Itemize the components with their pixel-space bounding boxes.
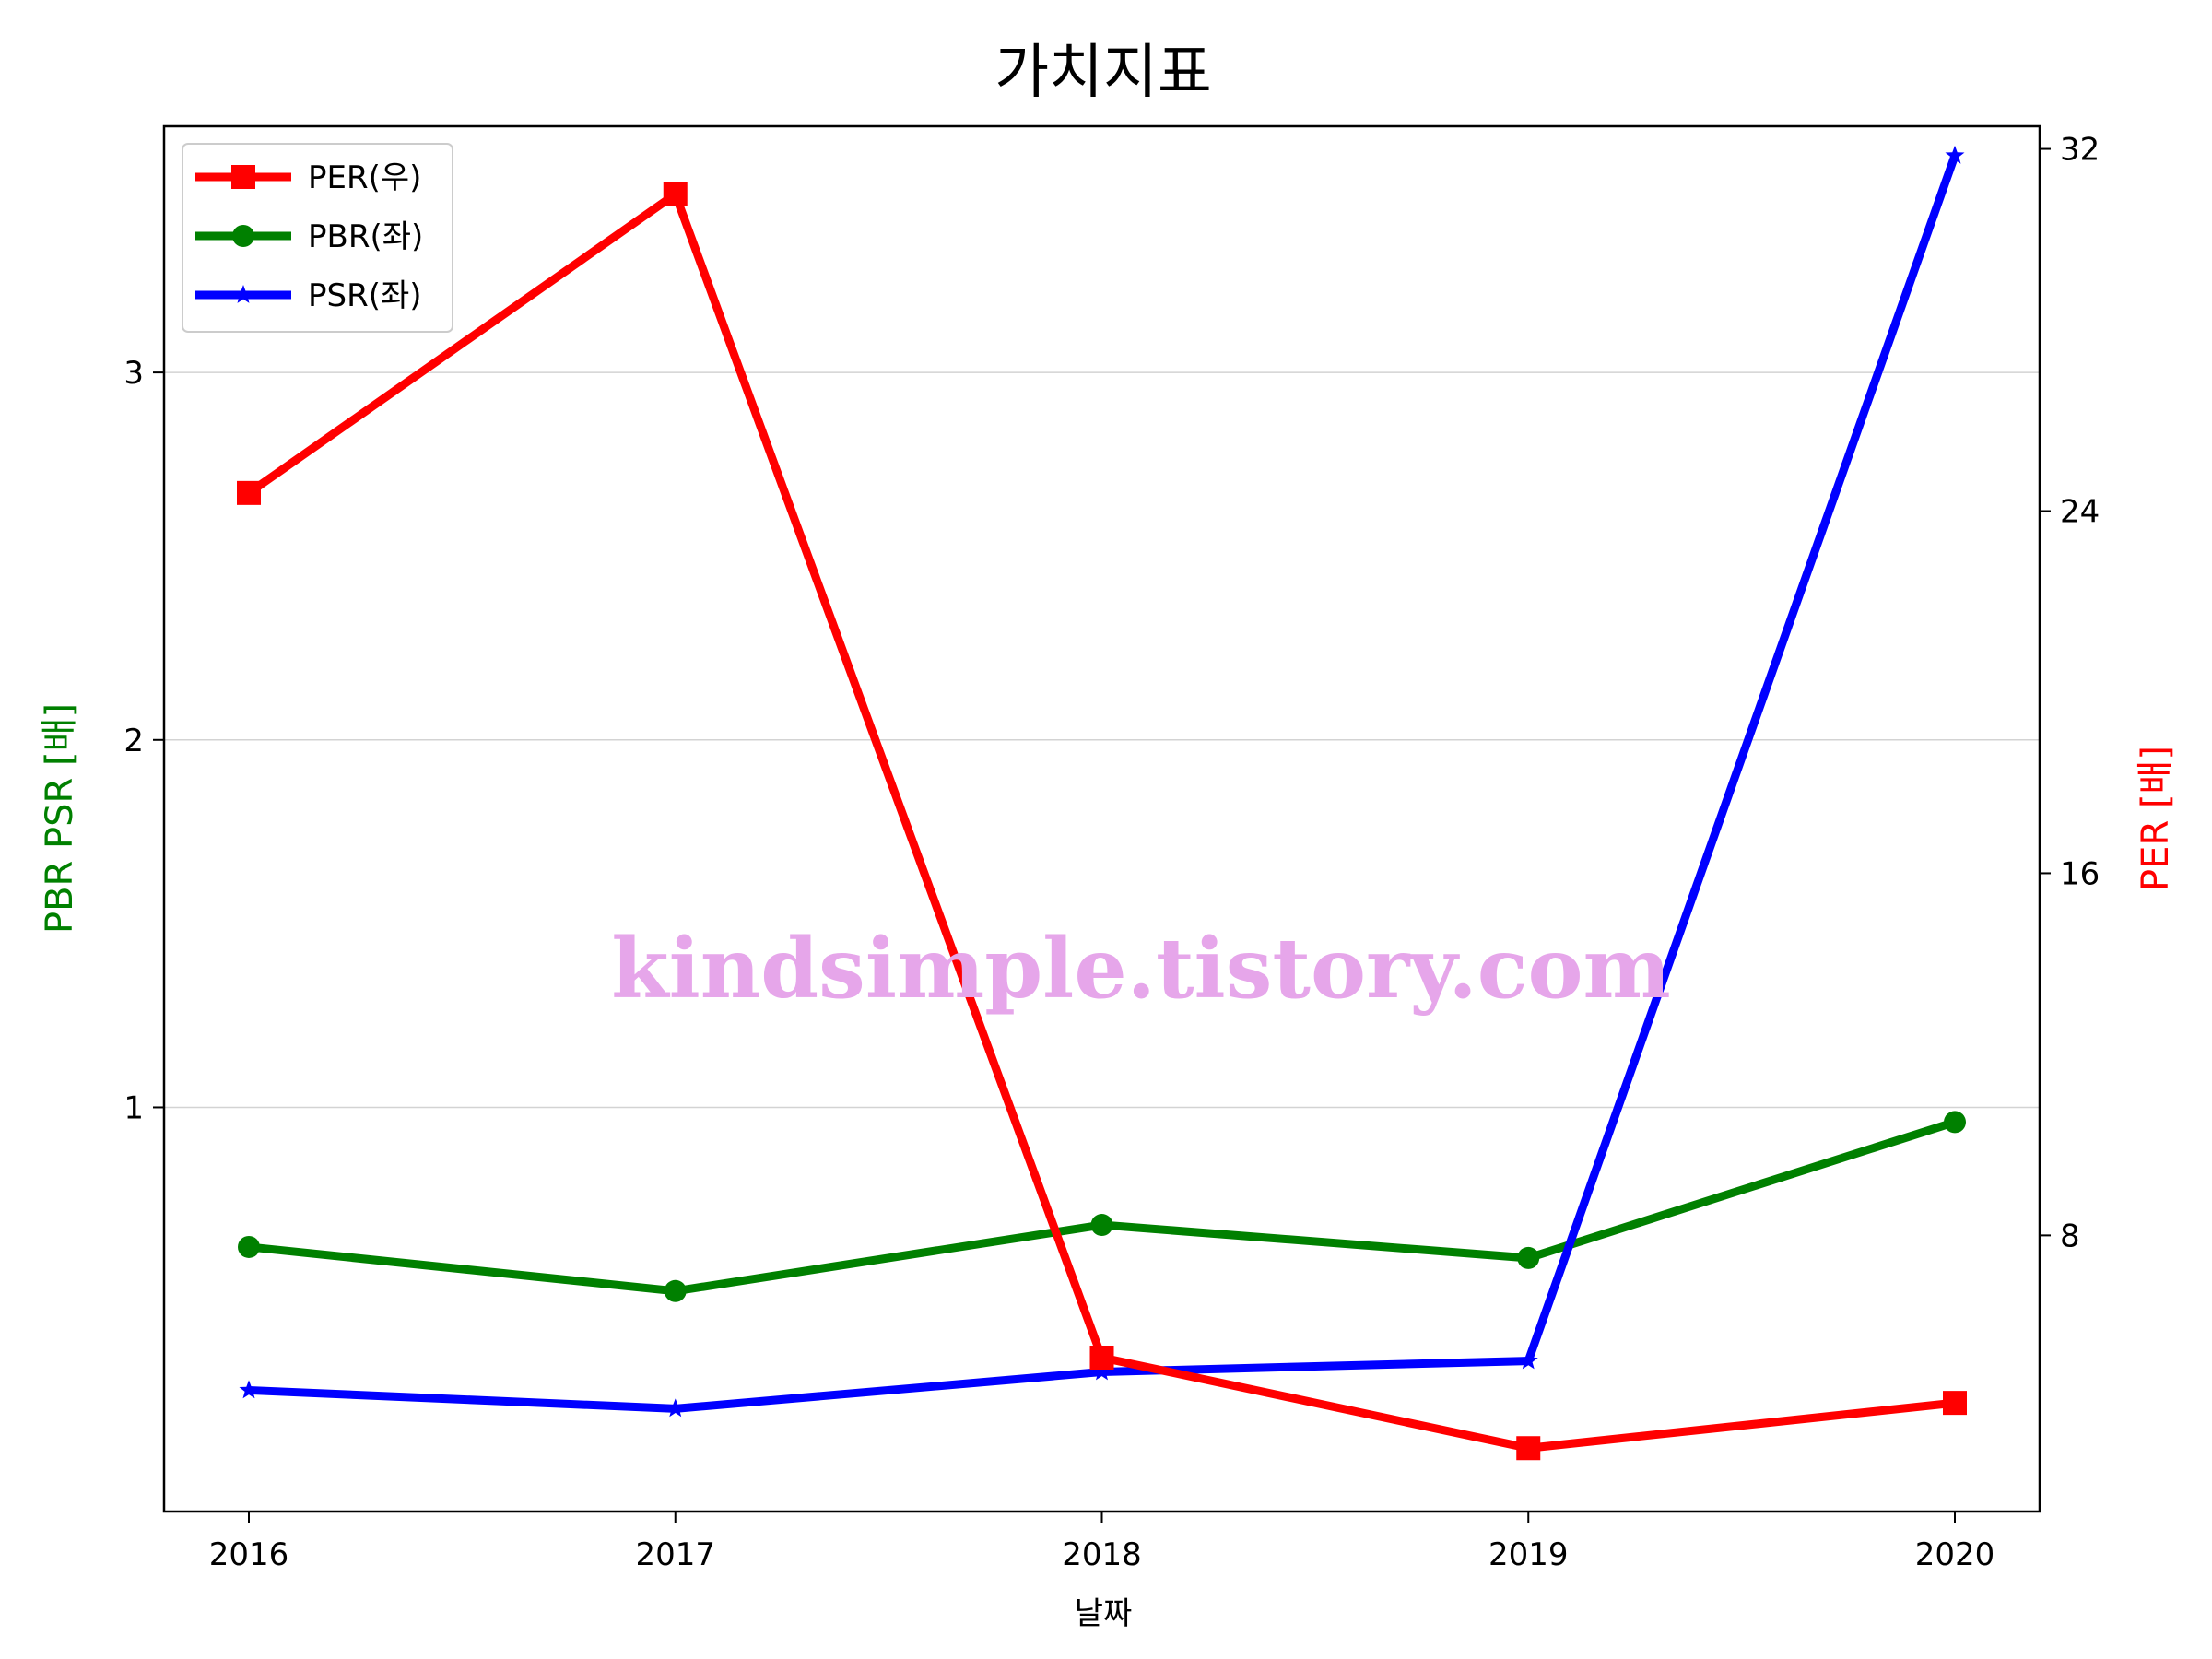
series-layer <box>237 145 1967 1461</box>
watermark: kindsimple.tistory.com <box>611 920 1671 1018</box>
point-PER(우)-2020 <box>1943 1391 1967 1416</box>
point-PER(우)-2019 <box>1516 1436 1541 1461</box>
right-tick-label-8: 8 <box>2060 1218 2080 1254</box>
point-PBR(좌)-2020 <box>1944 1111 1966 1134</box>
legend-label-PSR(좌): PSR(좌) <box>308 277 422 314</box>
left-axis-label: PBR PSR [배] <box>39 703 81 934</box>
x-tick-label-2020: 2020 <box>1915 1536 1995 1573</box>
point-PSR(좌)-2016 <box>239 1380 259 1399</box>
x-tick-label-2017: 2017 <box>635 1536 715 1573</box>
legend-marker-PBR(좌) <box>232 225 254 247</box>
right-tick-label-16: 16 <box>2060 855 2100 892</box>
legend-label-PBR(좌): PBR(좌) <box>308 218 423 255</box>
right-axis-ticks: 8 16 24 32 <box>2040 132 2100 1254</box>
legend-label-PER(우): PER(우) <box>308 159 421 196</box>
right-tick-label-32: 32 <box>2060 132 2100 169</box>
chart-title: 가치지표 <box>994 39 1212 107</box>
series-PSR(좌) <box>239 145 1965 1418</box>
right-tick-label-24: 24 <box>2060 494 2100 531</box>
point-PER(우)-2018 <box>1089 1346 1114 1370</box>
x-tick-label-2018: 2018 <box>1062 1536 1142 1573</box>
point-PER(우)-2017 <box>663 182 688 206</box>
point-PBR(좌)-2018 <box>1090 1214 1113 1237</box>
point-PBR(좌)-2017 <box>664 1279 687 1302</box>
legend-marker-PER(우) <box>231 165 255 189</box>
plot-frame <box>162 124 2041 1513</box>
right-axis-label: PER [배] <box>2135 746 2177 891</box>
x-axis-label: 날짜 <box>1075 1595 1133 1632</box>
x-axis-ticks: 2016 2017 2018 2019 2020 <box>209 1512 1995 1573</box>
point-PSR(좌)-2020 <box>1945 145 1965 164</box>
point-PSR(좌)-2019 <box>1518 1350 1538 1370</box>
legend: PER(우) PBR(좌) PSR(좌) <box>182 143 453 333</box>
left-tick-label-1: 1 <box>124 1089 144 1126</box>
point-PBR(좌)-2016 <box>238 1235 260 1258</box>
series-line-PBR(좌) <box>248 1118 1957 1296</box>
series-PER(우) <box>237 182 1967 1461</box>
point-PSR(좌)-2018 <box>1092 1361 1112 1381</box>
point-PER(우)-2016 <box>237 480 261 505</box>
left-axis-ticks: 1 2 3 <box>124 355 164 1126</box>
left-tick-label-3: 3 <box>124 355 144 392</box>
legend-marker-PSR(좌) <box>233 285 253 303</box>
grid-lines <box>164 371 2040 1109</box>
series-line-PER(우) <box>246 190 1956 1453</box>
left-tick-label-2: 2 <box>124 723 144 759</box>
x-tick-label-2016: 2016 <box>209 1536 289 1573</box>
x-tick-label-2019: 2019 <box>1488 1536 1569 1573</box>
series-PBR(좌) <box>238 1111 1966 1302</box>
legend-box <box>182 143 453 333</box>
point-PBR(좌)-2019 <box>1517 1246 1540 1269</box>
point-PSR(좌)-2017 <box>665 1398 686 1418</box>
